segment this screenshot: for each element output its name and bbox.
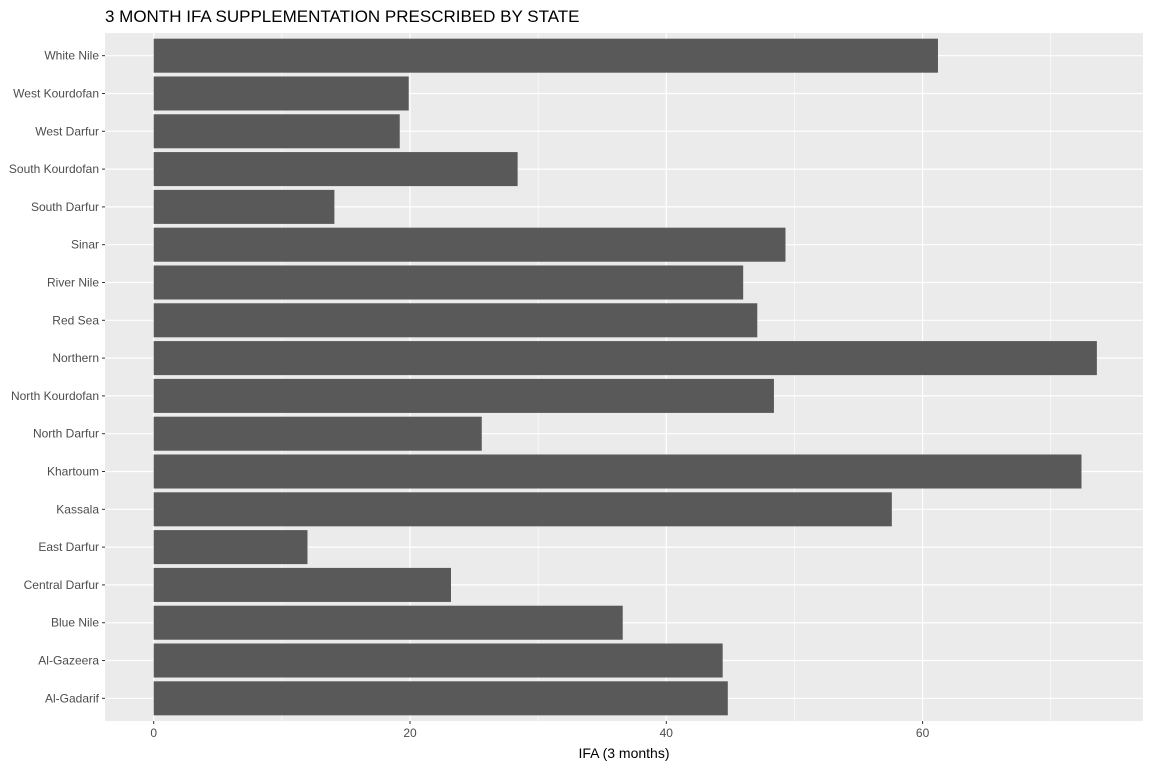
y-tick-label: White Nile <box>44 49 99 63</box>
x-axis-title: IFA (3 months) <box>578 745 669 761</box>
y-tick-label: Al-Gadarif <box>45 691 100 705</box>
x-tick-label: 0 <box>150 726 157 740</box>
bar-west-darfur <box>153 114 400 149</box>
y-tick-label: South Darfur <box>31 200 99 214</box>
y-tick-label: Khartoum <box>47 465 99 479</box>
bar-west-kourdofan <box>153 76 409 111</box>
y-tick-label: South Kourdofan <box>9 162 99 176</box>
y-tick-label: West Darfur <box>35 124 99 138</box>
bar-al-gadarif <box>153 681 728 716</box>
bar-white-nile <box>153 38 938 73</box>
bar-al-gazeera <box>153 643 723 678</box>
bar-south-kourdofan <box>153 152 518 187</box>
bars <box>153 38 1097 716</box>
y-tick-label: Kassala <box>56 502 99 516</box>
bar-east-darfur <box>153 530 308 565</box>
bar-blue-nile <box>153 605 623 640</box>
bar-central-darfur <box>153 567 451 602</box>
y-tick-label: North Darfur <box>33 427 99 441</box>
chart-title: 3 MONTH IFA SUPPLEMENTATION PRESCRIBED B… <box>105 7 580 26</box>
bar-north-darfur <box>153 416 482 451</box>
y-tick-label: Central Darfur <box>24 578 99 592</box>
y-tick-label: East Darfur <box>38 540 99 554</box>
y-tick-label: Al-Gazeera <box>38 654 99 668</box>
y-tick-label: Northern <box>52 351 99 365</box>
bar-south-darfur <box>153 189 335 224</box>
x-axis: 0 20 40 60 <box>150 721 930 740</box>
y-tick-label: North Kourdofan <box>11 389 99 403</box>
x-tick-label: 40 <box>660 726 674 740</box>
y-tick-label: West Kourdofan <box>13 86 99 100</box>
y-axis: Al-Gadarif Al-Gazeera Blue Nile Central Dar… <box>9 49 105 705</box>
bar-northern <box>153 341 1097 376</box>
bar-sinar <box>153 227 786 262</box>
x-tick-label: 60 <box>916 726 930 740</box>
y-tick-label: Blue Nile <box>51 616 99 630</box>
bar-khartoum <box>153 454 1082 489</box>
y-tick-label: Red Sea <box>52 313 99 327</box>
bar-river-nile <box>153 265 744 300</box>
bar-north-kourdofan <box>153 378 774 413</box>
bar-kassala <box>153 492 892 527</box>
y-tick-label: Sinar <box>71 238 99 252</box>
y-tick-label: River Nile <box>47 275 99 289</box>
bar-red-sea <box>153 303 758 338</box>
x-tick-label: 20 <box>403 726 417 740</box>
